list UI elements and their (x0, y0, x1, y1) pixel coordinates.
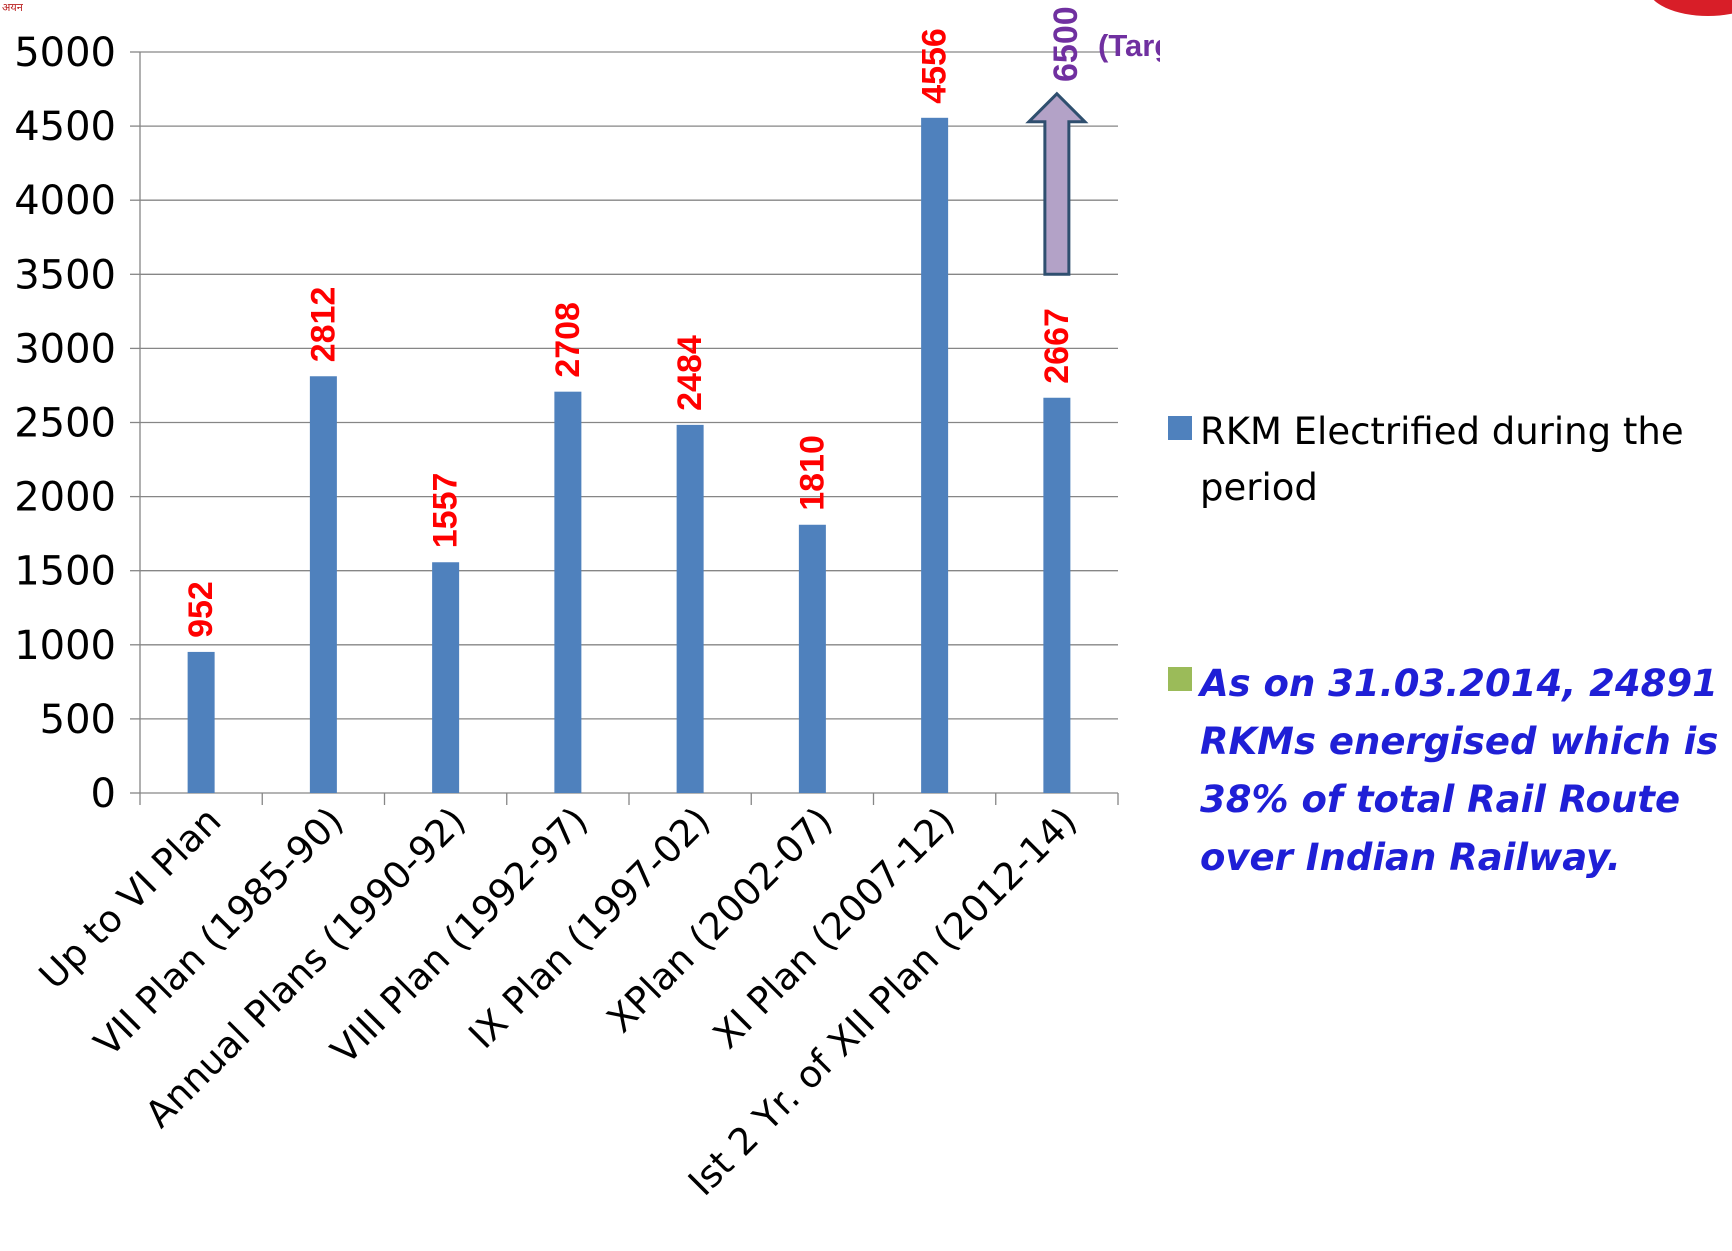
y-tick-label: 1500 (14, 549, 116, 595)
legend-note: As on 31.03.2014, 24891 RKMs energised w… (1168, 655, 1732, 887)
bar-data-label: 2667 (1038, 308, 1076, 384)
legend-note-text: As on 31.03.2014, 24891 RKMs energised w… (1200, 662, 1719, 879)
bar (1043, 397, 1071, 793)
bar (798, 524, 826, 793)
bar-data-label: 1810 (793, 435, 831, 511)
y-tick-label: 4500 (14, 104, 116, 150)
bar-data-label: 2812 (304, 287, 342, 363)
corner-logo-text: अयन (2, 1, 23, 14)
y-tick-label: 1000 (14, 623, 116, 669)
y-tick-label: 2500 (14, 401, 116, 447)
legend-swatch-green (1168, 667, 1192, 691)
bar-data-label: 2708 (549, 302, 587, 378)
y-tick-label: 4000 (14, 178, 116, 224)
y-tick-label: 2000 (14, 475, 116, 521)
bar-chart: 0 500 1000 1500 2000 2500 3000 3500 4000 4500 5000… (14, 6, 1160, 1204)
y-tick-label: 5000 (14, 30, 116, 76)
x-category-label: IX Plan (1997-02) (460, 799, 718, 1057)
bar (432, 562, 460, 793)
bar (309, 376, 337, 793)
y-tick-label: 3000 (14, 326, 116, 372)
target-arrow (1025, 91, 1089, 276)
legend-swatch-blue (1168, 416, 1192, 440)
bar-data-label: 952 (182, 581, 220, 638)
y-tick-label: 500 (40, 697, 116, 743)
x-category-label: XI Plan (2007-12) (705, 799, 963, 1057)
x-category-label: XPlan (2002-07) (599, 799, 841, 1041)
bar (921, 117, 949, 794)
target-note: (Target for XII Plan) (1098, 28, 1160, 63)
legend-series-label: RKM Electrified during the period (1200, 410, 1684, 509)
bar-data-label: 1557 (427, 473, 465, 549)
corner-badge (1648, 0, 1732, 16)
y-tick-label: 0 (91, 771, 116, 817)
bar-data-label: 2484 (671, 335, 709, 411)
bar (676, 424, 704, 793)
y-tick-label: 3500 (14, 252, 116, 298)
bar-data-label: 4556 (916, 28, 954, 104)
target-value-label: 6500 (1047, 6, 1085, 82)
bar (554, 391, 582, 793)
bar (187, 651, 215, 793)
legend-series: RKM Electrified during the period (1168, 404, 1732, 516)
